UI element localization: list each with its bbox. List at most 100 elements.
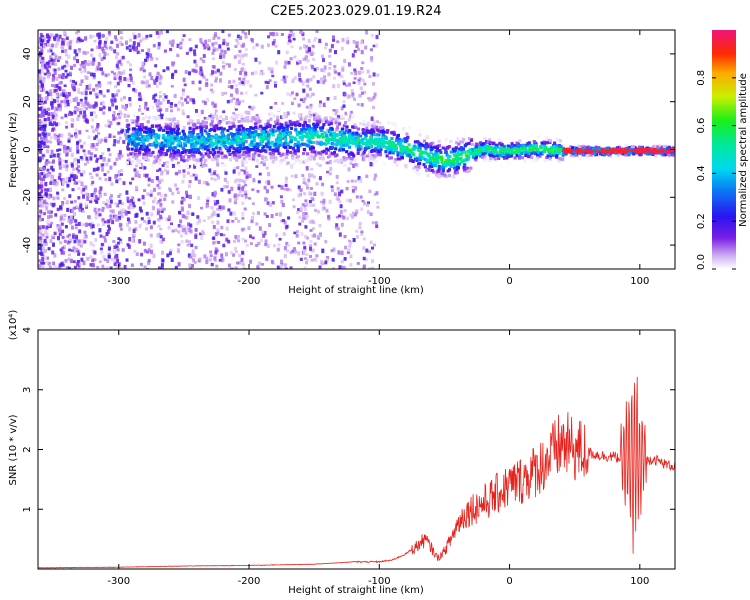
heat-cell <box>101 217 105 221</box>
heat-cell <box>175 187 179 191</box>
heat-cell <box>46 260 50 264</box>
heat-cell <box>279 263 283 268</box>
heat-cell <box>360 91 364 95</box>
heat-cell <box>223 50 227 55</box>
heat-cell <box>100 57 104 62</box>
heat-cell <box>297 103 301 108</box>
heat-cell <box>122 69 126 75</box>
heat-cell <box>355 235 359 239</box>
heat-cell <box>176 107 180 112</box>
heat-cell <box>298 60 302 65</box>
heat-cell <box>328 66 332 70</box>
heat-cell <box>147 48 151 53</box>
heat-cell <box>130 238 134 243</box>
heat-cell <box>59 219 63 223</box>
heat-cell <box>54 213 58 217</box>
heat-cell <box>340 106 344 111</box>
heat-cell <box>283 220 287 225</box>
heat-cell <box>212 36 216 40</box>
heat-cell <box>260 161 264 165</box>
heat-cell <box>92 243 96 247</box>
heat-cell <box>76 107 80 112</box>
heat-cell <box>210 88 214 92</box>
heat-cell <box>149 243 153 249</box>
heat-cell <box>206 43 210 49</box>
heat-cell <box>45 267 49 269</box>
heat-cell <box>362 156 366 160</box>
heat-cell <box>164 95 168 99</box>
heat-cell <box>289 266 293 269</box>
heat-cell <box>100 250 104 255</box>
heat-cell <box>116 66 120 70</box>
heat-cell <box>208 38 211 43</box>
heat-cell <box>106 259 110 263</box>
heat-cell <box>211 70 214 75</box>
heat-cell <box>373 193 377 196</box>
heat-cell <box>132 233 136 237</box>
heat-cell <box>66 94 69 98</box>
heat-cell <box>120 43 124 47</box>
heat-cell <box>152 220 156 225</box>
heat-cell <box>225 226 229 231</box>
heat-cell <box>264 239 268 244</box>
heat-cell <box>126 114 130 118</box>
heat-cell <box>66 41 70 46</box>
heat-cell <box>221 91 225 96</box>
heat-cell <box>159 75 163 80</box>
heat-cell <box>326 97 330 101</box>
heat-cell <box>52 36 56 40</box>
heat-cell <box>215 240 219 244</box>
heat-cell <box>215 160 219 164</box>
heat-cell <box>211 101 215 105</box>
heat-cell <box>123 96 126 100</box>
heat-cell <box>244 195 248 199</box>
heat-cell <box>334 225 338 230</box>
heat-cell <box>207 215 211 220</box>
heat-cell <box>91 118 94 122</box>
heat-cell <box>187 253 191 258</box>
heat-cell <box>134 172 138 178</box>
heat-cell <box>98 228 102 233</box>
heat-cell <box>310 50 314 53</box>
heat-cell <box>109 217 113 222</box>
heat-cell <box>58 34 62 39</box>
heat-cell <box>56 224 60 229</box>
heat-cell <box>211 213 215 217</box>
heat-cell <box>91 180 95 185</box>
heat-cell <box>179 41 183 45</box>
heat-cell <box>317 209 320 214</box>
heat-cell <box>158 180 162 185</box>
heat-cell <box>156 201 160 205</box>
heat-cell <box>193 59 197 64</box>
heat-cell <box>172 61 176 65</box>
heat-cell <box>325 208 329 213</box>
heat-cell <box>219 207 223 211</box>
heat-cell <box>273 39 276 44</box>
heat-cell <box>93 258 97 262</box>
heat-cell <box>74 128 78 133</box>
heat-cell <box>350 71 354 75</box>
heat-cell <box>57 103 61 109</box>
heat-cell <box>159 108 163 112</box>
heat-cell <box>50 234 54 238</box>
heat-cell <box>237 219 241 223</box>
heat-cell <box>80 172 84 177</box>
heat-cell <box>211 116 215 120</box>
heat-cell <box>303 266 307 269</box>
heat-cell <box>163 161 166 165</box>
heat-cell <box>310 221 313 224</box>
heat-cell <box>64 113 68 118</box>
heat-cell <box>242 42 246 48</box>
heat-cell <box>334 70 338 74</box>
heat-cell <box>54 116 58 120</box>
heat-cell <box>312 51 316 55</box>
heat-cell <box>299 46 302 50</box>
heat-cell <box>145 211 149 216</box>
heat-cell <box>140 217 144 221</box>
heat-cell <box>72 176 76 181</box>
heat-cell <box>348 62 351 67</box>
heat-cell <box>323 75 326 79</box>
heat-cell <box>40 196 44 201</box>
heat-cell <box>63 196 67 201</box>
heat-cell <box>300 30 304 34</box>
